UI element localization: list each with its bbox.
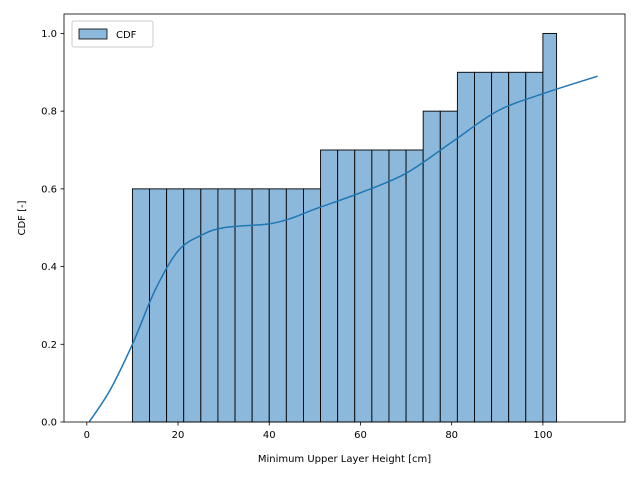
plot-frame [63, 13, 626, 423]
histogram-bar [456, 71, 475, 423]
histogram-bar [525, 71, 544, 423]
legend-label: CDF [116, 30, 137, 41]
histogram-bar [354, 149, 373, 423]
histogram-bar [131, 188, 150, 423]
histogram-bar [508, 71, 527, 423]
y-tick-label: 0.4 [41, 262, 57, 273]
histogram-bar [405, 149, 424, 423]
y-axis-ticks: 0.0 0.2 0.4 0.6 0.8 1.0 [41, 29, 64, 429]
x-axis-ticks: 0 20 40 60 80 100 [84, 422, 552, 441]
histogram-bar [320, 149, 339, 423]
histogram-bar [183, 188, 202, 423]
y-tick-label: 0.6 [41, 184, 57, 195]
y-tick-label: 1.0 [41, 29, 57, 40]
histogram-bar [234, 188, 253, 423]
y-axis-title: CDF [-] [17, 200, 28, 235]
x-tick-label: 0 [84, 430, 90, 441]
legend-box [71, 20, 154, 48]
y-tick-label: 0.2 [41, 340, 57, 351]
histogram-bar [200, 188, 219, 423]
legend-swatch [78, 28, 108, 40]
legend: CDF [71, 20, 154, 48]
histogram-bar [439, 110, 458, 423]
histogram-bar [285, 188, 304, 423]
kde-curve [88, 75, 598, 423]
histogram-bar [371, 149, 390, 423]
x-axis-title: Minimum Upper Layer Height [cm] [258, 454, 431, 465]
y-tick-label: 0.0 [41, 418, 57, 429]
x-tick-label: 80 [445, 430, 458, 441]
histogram-bar [149, 188, 168, 423]
x-tick-label: 20 [172, 430, 185, 441]
histogram-bar [337, 149, 356, 423]
x-tick-label: 40 [263, 430, 276, 441]
histogram-bars [131, 32, 558, 423]
x-tick-label: 60 [354, 430, 367, 441]
histogram-bar [217, 188, 236, 423]
histogram-bar [491, 71, 510, 423]
y-tick-label: 0.8 [41, 107, 57, 118]
histogram-bar [166, 188, 185, 423]
histogram-bar [388, 149, 407, 423]
histogram-bar [303, 188, 322, 423]
histogram-bar [422, 110, 441, 423]
x-tick-label: 100 [533, 430, 552, 441]
